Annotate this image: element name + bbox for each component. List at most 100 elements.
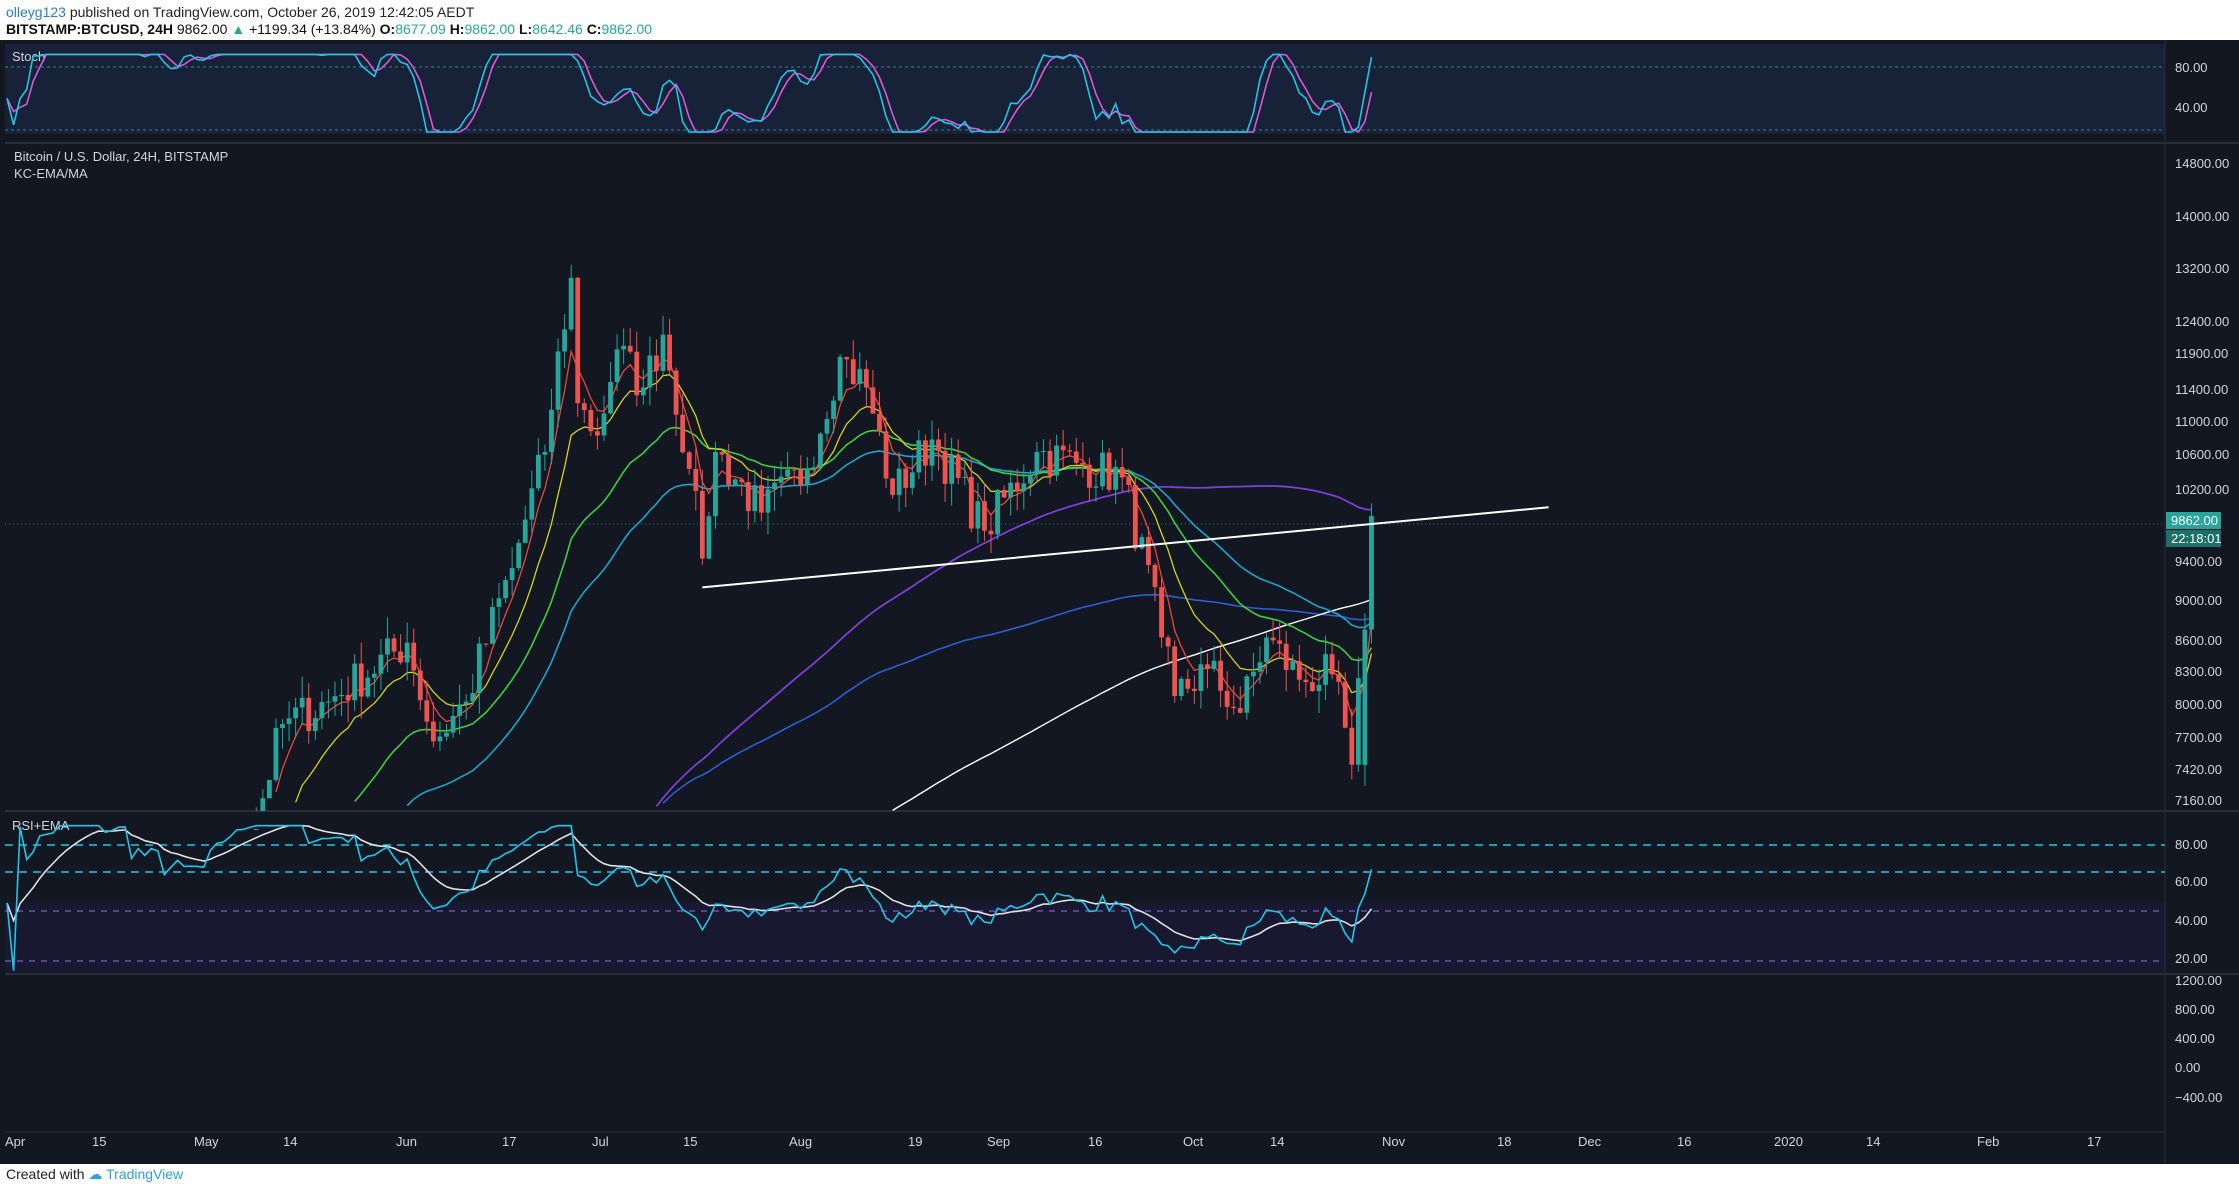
countdown-tag [2166, 530, 2221, 547]
candle [1329, 654, 1335, 675]
candle [1047, 450, 1053, 476]
candle [883, 431, 889, 479]
candle [804, 468, 810, 486]
time-tick: 18 [1497, 1134, 1511, 1149]
candle [1237, 708, 1243, 713]
candle [293, 707, 299, 719]
candle [1132, 484, 1138, 549]
candle [706, 516, 712, 559]
candle [1362, 629, 1368, 765]
trendline[interactable] [702, 506, 1549, 589]
candle [968, 476, 974, 529]
candle [778, 476, 784, 483]
lower-tick: −400.00 [2175, 1090, 2222, 1105]
candle [608, 382, 613, 414]
candle [535, 454, 541, 489]
candle [1342, 681, 1348, 728]
price-axis[interactable]: 14800.00 14000.00 13200.00 12400.00 1190… [2175, 156, 2229, 808]
candle [1073, 451, 1079, 463]
price-change: +1199.34 (+13.84%) [249, 21, 376, 37]
candle [1126, 477, 1132, 485]
candle [332, 696, 338, 702]
candle [857, 369, 863, 385]
price-tick: 7420.00 [2175, 762, 2222, 777]
author-link[interactable]: olleyg123 [6, 4, 66, 20]
candle [1054, 445, 1059, 476]
time-tick: Sep [987, 1134, 1010, 1149]
candle [1310, 682, 1315, 692]
candle [1087, 464, 1092, 488]
price-tick: 8600.00 [2175, 633, 2222, 648]
symbol-label: BITSTAMP:BTCUSD, 24H [6, 21, 173, 37]
price-tick: 10200.00 [2175, 482, 2229, 497]
candle [522, 519, 528, 543]
price-tick: 8300.00 [2175, 664, 2222, 679]
candle [732, 479, 738, 485]
candle [831, 400, 836, 420]
candle [640, 387, 646, 396]
stoch-tick-40: 40.00 [2175, 100, 2208, 115]
candle [1027, 474, 1033, 484]
time-tick: 2020 [1774, 1134, 1803, 1149]
time-tick: 15 [683, 1134, 697, 1149]
candle [306, 697, 312, 731]
candle [1218, 660, 1223, 691]
ma-white-line [892, 598, 1372, 811]
candle [1303, 679, 1309, 683]
candle [280, 724, 285, 728]
created-with-text: Created with [6, 1166, 85, 1182]
candle [542, 452, 548, 455]
tradingview-link[interactable]: TradingView [106, 1166, 184, 1182]
price-tick: 14800.00 [2175, 156, 2229, 171]
rsi-tick: 60.00 [2175, 874, 2208, 889]
candle [923, 440, 928, 466]
rsi-band [5, 902, 2165, 972]
time-tick: Jul [592, 1134, 609, 1149]
time-tick: Aug [789, 1134, 812, 1149]
candle [371, 673, 377, 678]
candle [962, 476, 968, 478]
candle [575, 277, 581, 404]
candle [378, 654, 384, 674]
candle [863, 369, 869, 388]
candle [581, 403, 587, 410]
candle [988, 530, 994, 535]
time-tick: 14 [283, 1134, 297, 1149]
candle [1093, 486, 1099, 488]
candle [1060, 445, 1066, 451]
time-axis[interactable]: Apr 15 May 14 Jun 17 Jul 15 Aug 19 Sep 1… [5, 1134, 2101, 1149]
candle [457, 704, 463, 716]
price-tick: 10600.00 [2175, 447, 2229, 462]
rsi-ema-line [6, 824, 1373, 942]
rsi-tick: 40.00 [2175, 913, 2208, 928]
candle [431, 721, 436, 742]
candle [660, 334, 666, 371]
price-tick: 13200.00 [2175, 261, 2229, 276]
candle [1349, 727, 1355, 765]
candle [955, 454, 961, 478]
stoch-label: Stoch [12, 49, 45, 64]
candle [654, 355, 659, 371]
candle [693, 468, 699, 491]
time-tick: Nov [1382, 1134, 1406, 1149]
candle [1191, 688, 1197, 691]
candle [398, 651, 403, 663]
publish-info: published on TradingView.com, October 26… [69, 4, 475, 20]
candle [726, 454, 731, 485]
candle [647, 355, 653, 388]
candle [411, 642, 417, 671]
time-tick: Apr [5, 1134, 26, 1149]
candle [680, 414, 686, 453]
candle [1198, 664, 1204, 691]
last-price: 9862.00 [176, 21, 228, 37]
candle [417, 670, 423, 701]
lower-tick: 1200.00 [2175, 973, 2222, 988]
candle [1152, 564, 1158, 588]
candle [470, 693, 476, 702]
chart-header: olleyg123 published on TradingView.com, … [0, 0, 2239, 40]
chart-canvas[interactable]: Stoch 80.00 40.00 Bitcoin / U.S. Dollar,… [0, 40, 2239, 1164]
candle [326, 701, 331, 703]
price-tick: 11400.00 [2175, 382, 2228, 397]
candle [1257, 662, 1263, 672]
candle [1014, 482, 1020, 492]
